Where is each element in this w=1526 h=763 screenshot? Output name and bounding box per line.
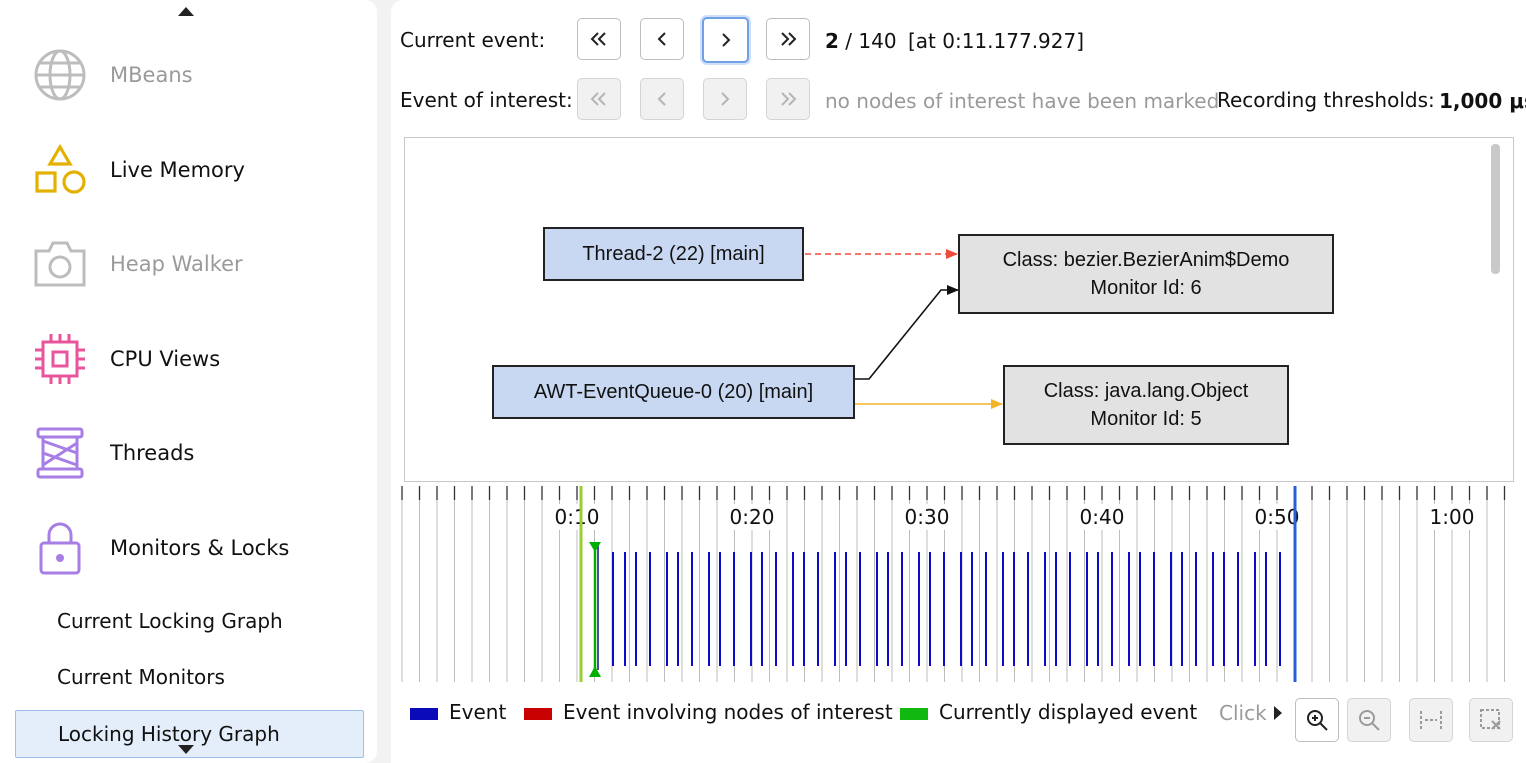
event-counter: 2 / 140 [825, 29, 897, 53]
main-panel: Current event: 2 / 140 [at 0:11.177.927]… [391, 0, 1526, 763]
node-class-label: Class: java.lang.Object [1043, 380, 1249, 402]
no-interest-message: no nodes of interest have been marked [825, 89, 1220, 113]
scroll-down-arrow[interactable] [178, 745, 194, 754]
double-chevron-left-icon [590, 32, 606, 46]
node-monitor-id: Monitor Id: 5 [1090, 408, 1202, 430]
fit-width-icon [1420, 711, 1442, 729]
sidebar-item-label: Heap Walker [110, 252, 243, 276]
timeline-label-bg [901, 504, 953, 530]
chevron-right-icon [721, 33, 730, 47]
chevron-left-icon [657, 92, 666, 106]
zoom-in-icon [1307, 710, 1328, 731]
chevron-right-icon [721, 92, 730, 106]
first-event-button[interactable] [577, 18, 621, 60]
legend-label: Event involving nodes of interest [563, 700, 893, 724]
previous-event-button[interactable] [640, 18, 684, 60]
legend-swatch [900, 708, 928, 720]
sidebar-item-mbeans[interactable]: MBeans [0, 34, 377, 114]
zoom-in-button[interactable] [1295, 698, 1339, 742]
camera-icon [34, 241, 86, 287]
caret-right-icon[interactable] [1273, 705, 1283, 721]
spool-icon [36, 427, 84, 479]
timeline-label-bg [726, 504, 778, 530]
zoom-out-icon [1359, 710, 1380, 731]
sidebar-item-threads[interactable]: Threads [0, 412, 377, 492]
node-label: AWT-EventQueue-0 (20) [main] [533, 381, 814, 403]
timeline-legend: Event Event involving nodes of interest … [391, 690, 1526, 742]
current-event-index: 2 [825, 29, 839, 53]
thread-node-thread2[interactable]: Thread-2 (22) [main] [543, 227, 804, 281]
sidebar-item-label: CPU Views [110, 347, 221, 371]
event-of-interest-label: Event of interest: [400, 88, 573, 112]
double-chevron-left-icon [590, 92, 606, 106]
shapes-icon [35, 143, 86, 194]
node-monitor-id: Monitor Id: 6 [1090, 277, 1202, 299]
zoom-out-button[interactable] [1347, 698, 1391, 742]
recording-thresholds-label: Recording thresholds: [1217, 88, 1435, 112]
lock-icon [39, 522, 81, 575]
timeline-tick-label: 0:10 [555, 505, 600, 529]
click-hint: Click [1219, 701, 1267, 725]
thread-node-awt-eventqueue[interactable]: AWT-EventQueue-0 (20) [main] [492, 365, 855, 419]
sidebar-item-live-memory[interactable]: Live Memory [0, 129, 377, 209]
first-interest-button[interactable] [577, 78, 621, 120]
subitem-locking-history-graph[interactable]: Locking History Graph [15, 710, 364, 758]
legend-swatch [410, 708, 438, 720]
double-chevron-right-icon [781, 92, 797, 106]
locking-graph-canvas[interactable]: Thread-2 (22) [main] AWT-EventQueue-0 (2… [404, 137, 1514, 482]
last-interest-button[interactable] [766, 78, 810, 120]
subitem-label: Current Locking Graph [57, 609, 283, 633]
timeline-current-marker-bottom [589, 666, 601, 677]
timeline-current-marker-top [589, 542, 601, 552]
subitem-label: Current Monitors [57, 665, 225, 689]
subitem-current-monitors[interactable]: Current Monitors [15, 654, 362, 700]
globe-icon [34, 49, 86, 101]
legend-label: Event [449, 700, 507, 724]
edge-awt-to-monitor6 [855, 285, 959, 380]
recording-thresholds-value: 1,000 μs [1439, 89, 1526, 113]
monitor-node-bezier-demo[interactable]: Class: bezier.BezierAnim$Demo Monitor Id… [958, 234, 1334, 314]
graph-scrollbar[interactable] [1491, 144, 1500, 274]
timeline-tick-label: 0:30 [905, 505, 950, 529]
event-timeline[interactable]: 0:10 0:20 0:30 0:40 0:50 1:00 [391, 482, 1526, 686]
next-event-button[interactable] [702, 17, 749, 63]
node-label: Thread-2 (22) [main] [582, 243, 765, 265]
event-total: / 140 [838, 29, 897, 53]
fit-width-button[interactable] [1409, 698, 1453, 742]
sidebar-item-heap-walker[interactable]: Heap Walker [0, 223, 377, 303]
sidebar-item-cpu-views[interactable]: CPU Views [0, 318, 377, 398]
reset-selection-button[interactable] [1469, 698, 1513, 742]
last-event-button[interactable] [766, 18, 810, 60]
timeline-tick-label: 0:20 [730, 505, 775, 529]
node-class-label: Class: bezier.BezierAnim$Demo [1002, 249, 1290, 271]
sidebar-item-monitors-locks[interactable]: Monitors & Locks [0, 507, 377, 587]
sidebar-item-label: Live Memory [110, 158, 245, 182]
chevron-left-icon [657, 32, 666, 46]
timeline-label-bg [1076, 504, 1128, 530]
legend-swatch [524, 708, 552, 720]
sidebar-item-label: Threads [110, 441, 195, 465]
timeline-svg: 0:10 0:20 0:30 0:40 0:50 1:00 [401, 486, 1506, 682]
reset-selection-icon [1480, 709, 1501, 730]
monitor-node-java-lang-object[interactable]: Class: java.lang.Object Monitor Id: 5 [1003, 365, 1289, 445]
legend-label: Currently displayed event [939, 700, 1198, 724]
sidebar-item-label: Monitors & Locks [110, 536, 290, 560]
timeline-label-bg [1426, 504, 1478, 530]
sidebar-item-label: MBeans [110, 63, 193, 87]
scroll-up-arrow[interactable] [178, 7, 194, 16]
timeline-tick-label: 0:50 [1255, 505, 1300, 529]
timeline-tick-label: 1:00 [1430, 505, 1475, 529]
event-timestamp: [at 0:11.177.927] [908, 29, 1085, 53]
timeline-tick-label: 0:40 [1080, 505, 1125, 529]
next-interest-button[interactable] [703, 78, 747, 120]
previous-interest-button[interactable] [640, 78, 684, 120]
graph-edges [805, 249, 1003, 409]
chip-icon [35, 334, 85, 384]
timeline-label-bg [551, 504, 603, 530]
subitem-label: Locking History Graph [58, 722, 280, 746]
sidebar: MBeans Live Memory Heap Walker [0, 0, 377, 763]
subitem-current-locking-graph[interactable]: Current Locking Graph [15, 598, 362, 644]
double-chevron-right-icon [781, 32, 797, 46]
current-event-label: Current event: [400, 28, 546, 52]
